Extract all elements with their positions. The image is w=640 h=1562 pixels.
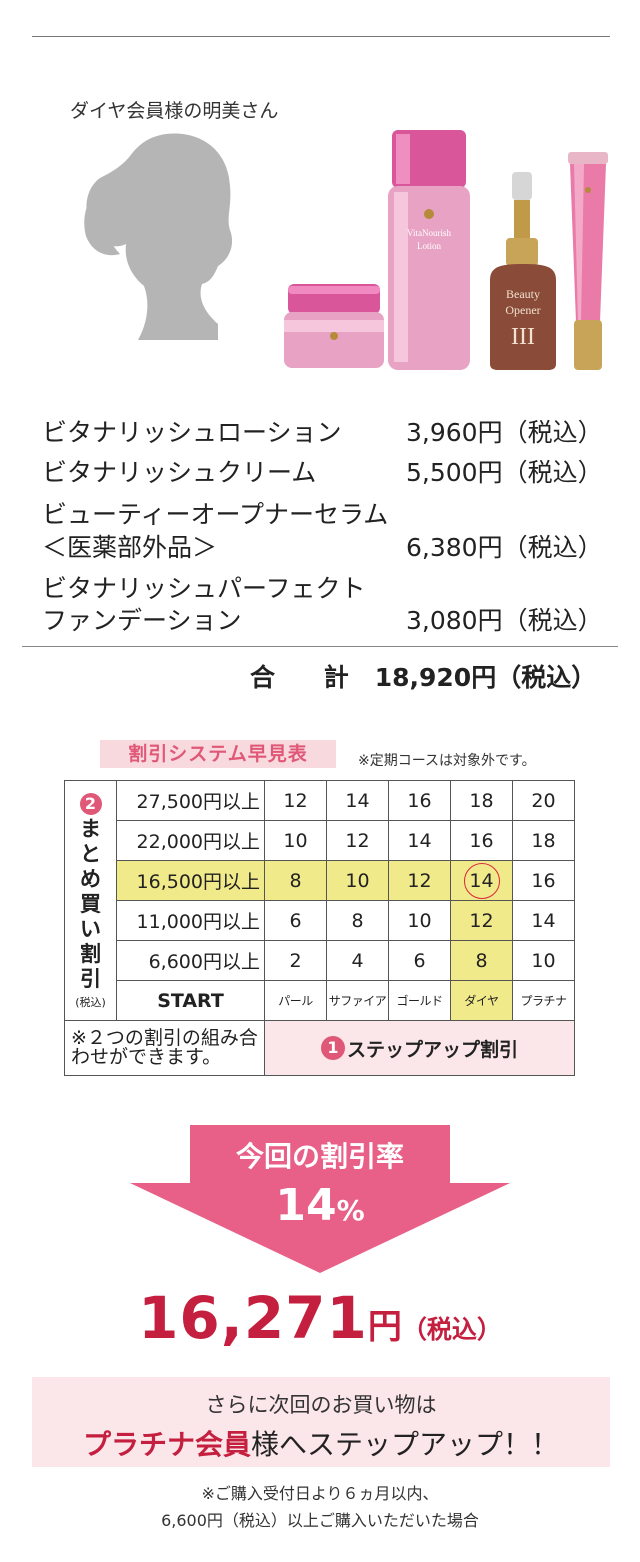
level-sapphire: サファイア (326, 980, 389, 1021)
top-divider (32, 36, 610, 37)
product-name: ビタナリッシュローション (42, 418, 342, 447)
next-step-line1: さらに次回のお買い物は (205, 1393, 437, 1417)
stepup-badge: 1 (320, 1035, 345, 1060)
discount-rate-title: 今回の割引率 (235, 1140, 404, 1173)
final-price: 16,271円（税込） (0, 1284, 640, 1352)
rate-cell: 16 (512, 860, 575, 901)
rate-cell: 4 (326, 940, 389, 981)
product-price: 6,380円（税込） (406, 533, 603, 562)
rate-cell: 14 (326, 780, 389, 821)
serum-label-line1: Beauty (506, 287, 540, 301)
foundation-tube-image (568, 152, 608, 370)
woman-silhouette-icon (84, 133, 233, 340)
product-name-line1: ビタナリッシュパーフェクト (42, 574, 366, 603)
start-label: START (116, 980, 265, 1021)
total-row: 合 計 18,920円（税込） (250, 658, 596, 694)
bulk-discount-axis: 2 まとめ買い割引 (税込) (64, 780, 117, 1021)
discount-table: 2 まとめ買い割引 (税込) 27,500円以上 12 14 16 18 20 … (64, 780, 575, 1076)
rate-cell: 8 (326, 900, 389, 941)
level-diamond: ダイヤ (450, 980, 513, 1021)
condition-note-line1: ※ご購入受付日より６ヵ月以内、 (201, 1484, 439, 1503)
rate-cell: 10 (512, 940, 575, 981)
bulk-discount-badge: 2 (79, 792, 102, 815)
price-divider (22, 646, 618, 647)
level-pearl: パール (264, 980, 327, 1021)
threshold-cell: 27,500円以上 (116, 780, 265, 821)
final-price-number: 16,271 (138, 1284, 368, 1352)
next-step-rest: 様へステップアップ！！ (251, 1428, 560, 1461)
rate-cell-selected: 14 (450, 860, 513, 901)
next-step-line2: プラチナ会員様へステップアップ！！ (32, 1423, 610, 1463)
persona-caption: ダイヤ会員様の明美さん (70, 100, 279, 122)
stepup-label: ステップアップ割引 (346, 1038, 518, 1061)
lotion-label-line1: VitaNourish (407, 228, 451, 238)
rate-cell-highlight: 12 (450, 900, 513, 941)
rate-cell: 10 (388, 900, 451, 941)
rate-cell-highlight: 10 (326, 860, 389, 901)
product-price: 3,960円（税込） (406, 418, 603, 447)
lotion-label-line2: Lotion (417, 241, 441, 251)
rate-cell: 2 (264, 940, 327, 981)
rate-cell: 6 (388, 940, 451, 981)
rate-cell: 14 (512, 900, 575, 941)
product-name-line1: ビューティーオープナーセラム (42, 500, 389, 529)
serum-bottle-image: Beauty Opener III (490, 172, 556, 370)
selected-rate: 14 (463, 862, 500, 899)
rate-cell-highlight: 8 (264, 860, 327, 901)
bulk-discount-label: まとめ買い割引 (80, 816, 101, 991)
threshold-cell: 22,000円以上 (116, 820, 265, 861)
level-platinum: プラチナ (512, 980, 575, 1021)
product-name: ビタナリッシュクリーム (42, 458, 317, 487)
rate-cell-highlight: 8 (450, 940, 513, 981)
final-price-unit: 円 (367, 1307, 402, 1347)
rate-cell: 6 (264, 900, 327, 941)
product-price: 5,500円（税込） (406, 458, 603, 487)
down-arrow-icon (130, 1125, 510, 1273)
condition-note-line2: 6,600円（税込）以上ご購入いただいた場合 (161, 1511, 479, 1530)
discount-table-note: ※定期コースは対象外です。 (358, 753, 536, 769)
next-step-banner: さらに次回のお買い物は プラチナ会員様へステップアップ！！ (32, 1377, 610, 1467)
stepup-discount-axis: 1 ステップアップ割引 (264, 1020, 575, 1076)
product-price: 3,080円（税込） (406, 606, 603, 635)
rate-cell: 14 (388, 820, 451, 861)
serum-label-line2: Opener (505, 303, 540, 317)
threshold-cell-highlight: 16,500円以上 (116, 860, 265, 901)
rate-cell: 16 (450, 820, 513, 861)
rate-cell: 18 (512, 820, 575, 861)
lotion-bottle-image: VitaNourish Lotion (388, 130, 470, 370)
product-name-line2: ＜医薬部外品＞ (42, 533, 218, 562)
product-name-line2: ファンデーション (42, 606, 242, 635)
next-step-level: プラチナ会員 (82, 1428, 251, 1461)
bulk-discount-tax-note: (税込) (75, 995, 106, 1009)
discount-table-title: 割引システム早見表 (100, 740, 336, 768)
rate-cell: 18 (450, 780, 513, 821)
condition-note: ※ご購入受付日より６ヵ月以内、 6,600円（税込）以上ご購入いただいた場合 (0, 1480, 640, 1534)
level-gold: ゴールド (388, 980, 451, 1021)
rate-cell: 16 (388, 780, 451, 821)
rate-cell-highlight: 12 (388, 860, 451, 901)
final-price-tax: （税込） (401, 1315, 502, 1344)
rate-cell: 12 (264, 780, 327, 821)
discount-rate-value: 14% (275, 1180, 365, 1231)
threshold-cell: 6,600円以上 (116, 940, 265, 981)
cream-jar-image (284, 284, 384, 368)
total-value: 18,920円（税込） (374, 663, 597, 692)
rate-cell: 12 (326, 820, 389, 861)
rate-cell: 10 (264, 820, 327, 861)
threshold-cell: 11,000円以上 (116, 900, 265, 941)
total-label: 合 計 (250, 663, 369, 692)
rate-cell: 20 (512, 780, 575, 821)
serum-label-mark: III (511, 324, 535, 350)
combo-note: ※２つの割引の組み合わせができます。 (64, 1020, 265, 1076)
